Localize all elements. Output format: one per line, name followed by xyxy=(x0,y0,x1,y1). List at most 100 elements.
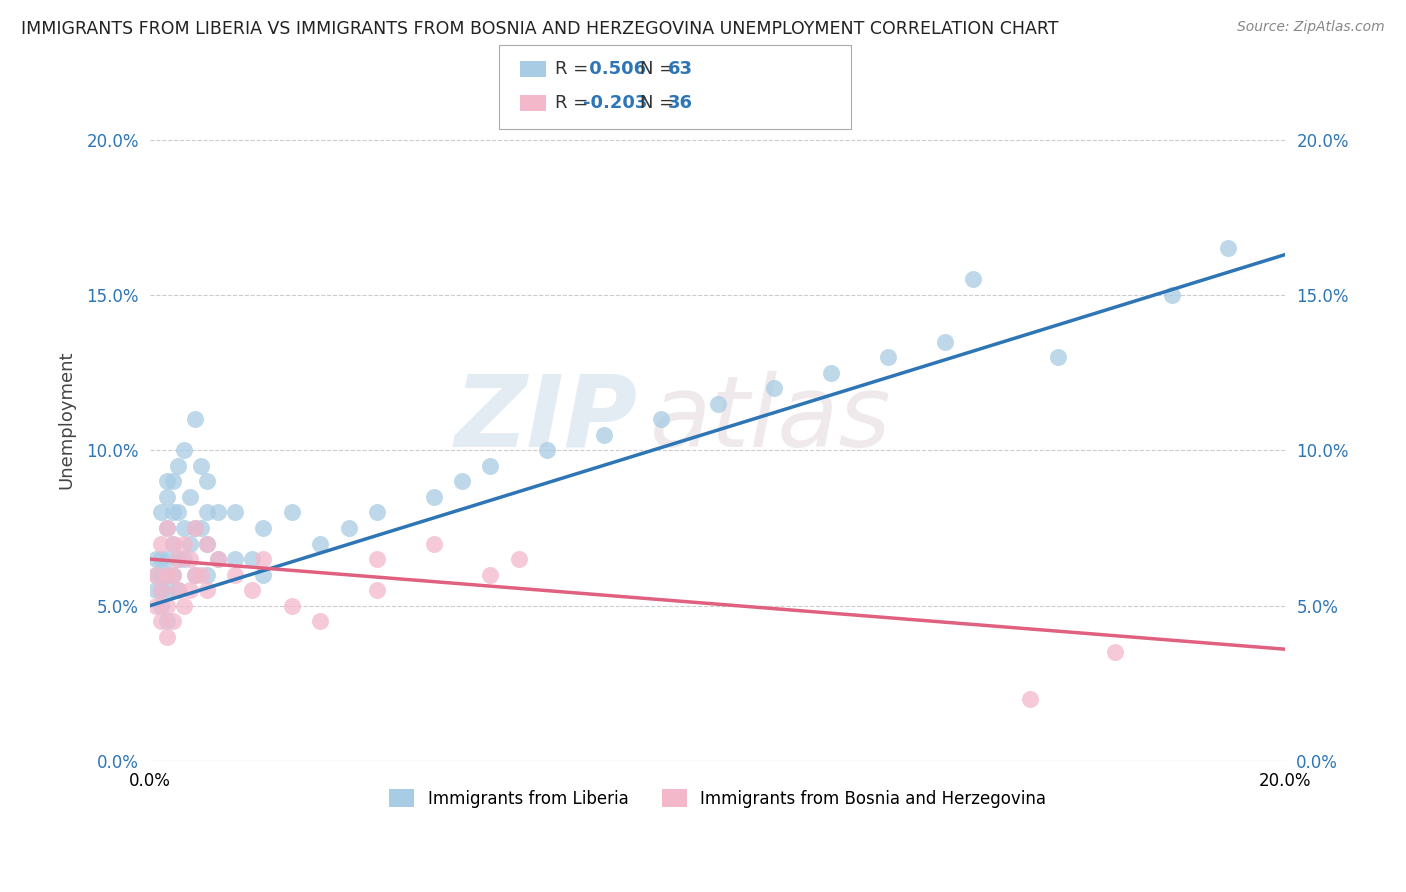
Point xyxy=(156,490,179,504)
Point xyxy=(207,506,229,520)
Point xyxy=(224,552,246,566)
Point xyxy=(156,567,179,582)
Point xyxy=(820,366,842,380)
Point xyxy=(224,506,246,520)
Point xyxy=(145,567,167,582)
Point xyxy=(150,614,173,628)
Point xyxy=(876,350,898,364)
Point xyxy=(1047,350,1070,364)
Point xyxy=(167,458,190,473)
Point xyxy=(156,521,179,535)
Point xyxy=(184,521,207,535)
Point xyxy=(162,536,184,550)
Point xyxy=(309,614,332,628)
Point xyxy=(162,614,184,628)
Text: 0.506: 0.506 xyxy=(583,60,647,78)
Point xyxy=(281,599,304,613)
Point xyxy=(366,552,388,566)
Point xyxy=(162,475,184,489)
Point xyxy=(173,599,195,613)
Point xyxy=(240,552,263,566)
Point xyxy=(195,583,218,598)
Point xyxy=(173,536,195,550)
Point xyxy=(167,506,190,520)
Point xyxy=(150,552,173,566)
Point xyxy=(179,536,201,550)
Point xyxy=(145,552,167,566)
Point xyxy=(195,536,218,550)
Point xyxy=(190,567,212,582)
Text: R =: R = xyxy=(555,60,595,78)
Point xyxy=(240,583,263,598)
Point xyxy=(156,475,179,489)
Point xyxy=(593,427,616,442)
Point xyxy=(479,567,502,582)
Point xyxy=(195,536,218,550)
Point xyxy=(224,567,246,582)
Point xyxy=(156,599,179,613)
Point xyxy=(150,599,173,613)
Point xyxy=(190,521,212,535)
Point xyxy=(366,583,388,598)
Point xyxy=(184,567,207,582)
Point xyxy=(156,630,179,644)
Point xyxy=(150,506,173,520)
Point xyxy=(173,443,195,458)
Point xyxy=(150,583,173,598)
Text: 63: 63 xyxy=(668,60,693,78)
Point xyxy=(179,490,201,504)
Text: Source: ZipAtlas.com: Source: ZipAtlas.com xyxy=(1237,20,1385,34)
Point xyxy=(162,567,184,582)
Point xyxy=(252,521,274,535)
Point xyxy=(934,334,956,349)
Point xyxy=(763,381,786,395)
Text: IMMIGRANTS FROM LIBERIA VS IMMIGRANTS FROM BOSNIA AND HERZEGOVINA UNEMPLOYMENT C: IMMIGRANTS FROM LIBERIA VS IMMIGRANTS FR… xyxy=(21,20,1059,37)
Point xyxy=(1018,692,1040,706)
Text: -0.203: -0.203 xyxy=(583,94,648,112)
Point xyxy=(145,583,167,598)
Point xyxy=(1104,645,1126,659)
Point xyxy=(252,552,274,566)
Point xyxy=(281,506,304,520)
Point xyxy=(1160,288,1182,302)
Point xyxy=(167,583,190,598)
Point xyxy=(422,536,444,550)
Text: R =: R = xyxy=(555,94,595,112)
Text: N =: N = xyxy=(640,60,679,78)
Point xyxy=(150,583,173,598)
Point xyxy=(650,412,672,426)
Point xyxy=(366,506,388,520)
Point xyxy=(156,583,179,598)
Point xyxy=(179,583,201,598)
Point xyxy=(167,552,190,566)
Point xyxy=(167,583,190,598)
Point xyxy=(145,567,167,582)
Point xyxy=(156,552,179,566)
Point xyxy=(536,443,558,458)
Point xyxy=(162,567,184,582)
Point xyxy=(156,567,179,582)
Point xyxy=(309,536,332,550)
Point xyxy=(252,567,274,582)
Y-axis label: Unemployment: Unemployment xyxy=(58,350,75,489)
Point xyxy=(184,521,207,535)
Legend: Immigrants from Liberia, Immigrants from Bosnia and Herzegovina: Immigrants from Liberia, Immigrants from… xyxy=(382,783,1053,814)
Point xyxy=(207,552,229,566)
Text: N =: N = xyxy=(640,94,679,112)
Point xyxy=(195,506,218,520)
Point xyxy=(184,567,207,582)
Point xyxy=(173,521,195,535)
Point xyxy=(195,475,218,489)
Point xyxy=(156,614,179,628)
Point xyxy=(706,397,728,411)
Point xyxy=(1218,241,1240,255)
Text: ZIP: ZIP xyxy=(456,371,638,467)
Point xyxy=(162,536,184,550)
Point xyxy=(190,458,212,473)
Point xyxy=(150,567,173,582)
Point xyxy=(150,536,173,550)
Point xyxy=(184,412,207,426)
Point xyxy=(195,567,218,582)
Point xyxy=(162,506,184,520)
Point xyxy=(179,552,201,566)
